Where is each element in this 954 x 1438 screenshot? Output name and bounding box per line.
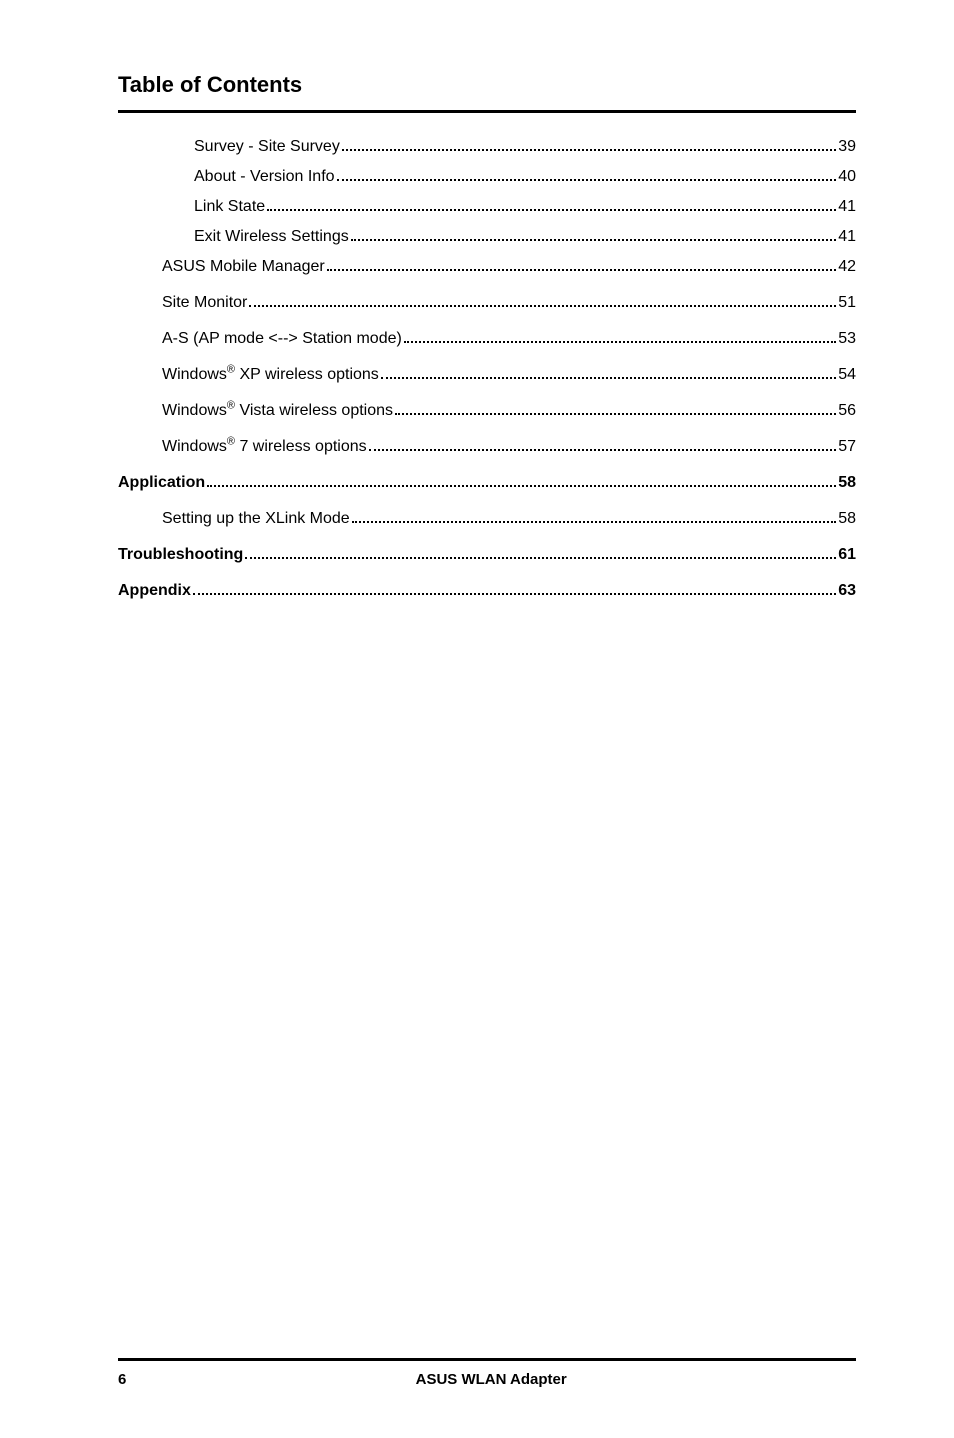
toc-label: Application [118, 475, 205, 491]
footer-title: ASUS WLAN Adapter [126, 1371, 856, 1388]
toc-entry: Windows® Vista wireless options 56 [118, 403, 856, 419]
toc-leader-dots [249, 305, 836, 307]
toc-page-number: 39 [838, 139, 856, 155]
toc-page-number: 54 [838, 367, 856, 383]
toc-entry: Windows® 7 wireless options 57 [118, 439, 856, 455]
footer: 6 ASUS WLAN Adapter [118, 1358, 856, 1388]
toc-label: A-S (AP mode <--> Station mode) [162, 331, 402, 347]
toc-page-number: 63 [838, 583, 856, 599]
toc-page-number: 51 [838, 295, 856, 311]
toc-label: About - Version Info [194, 169, 335, 185]
toc-entry: Site Monitor 51 [118, 295, 856, 311]
toc-entry: Windows® XP wireless options 54 [118, 367, 856, 383]
toc-leader-dots [327, 269, 836, 271]
toc-label: Exit Wireless Settings [194, 229, 349, 245]
toc-page-number: 41 [838, 199, 856, 215]
toc-leader-dots [267, 209, 836, 211]
footer-row: 6 ASUS WLAN Adapter [118, 1371, 856, 1388]
toc-leader-dots [352, 521, 837, 523]
toc-label: Link State [194, 199, 265, 215]
toc-entry: Appendix 63 [118, 583, 856, 599]
page-title: Table of Contents [118, 72, 856, 98]
title-rule [118, 110, 856, 113]
toc-page-number: 40 [838, 169, 856, 185]
toc-label: Site Monitor [162, 295, 247, 311]
registered-symbol: ® [227, 364, 235, 376]
toc-entry: Exit Wireless Settings 41 [118, 229, 856, 245]
toc-leader-dots [342, 149, 836, 151]
toc-leader-dots [245, 557, 836, 559]
toc-container: Survey - Site Survey 39 About - Version In… [118, 139, 856, 599]
toc-page-number: 58 [838, 511, 856, 527]
toc-leader-dots [207, 485, 836, 487]
toc-leader-dots [351, 239, 836, 241]
toc-page-number: 57 [838, 439, 856, 455]
toc-entry: Link State 41 [118, 199, 856, 215]
toc-label: Setting up the XLink Mode [162, 511, 350, 527]
toc-label: Windows® Vista wireless options [162, 403, 393, 419]
toc-label: ASUS Mobile Manager [162, 259, 325, 275]
toc-page-number: 58 [838, 475, 856, 491]
toc-entry: Survey - Site Survey 39 [118, 139, 856, 155]
registered-symbol: ® [227, 436, 235, 448]
toc-entry: Application 58 [118, 475, 856, 491]
toc-entry: ASUS Mobile Manager 42 [118, 259, 856, 275]
footer-page-number: 6 [118, 1371, 126, 1388]
toc-entry: A-S (AP mode <--> Station mode) 53 [118, 331, 856, 347]
toc-leader-dots [395, 413, 836, 415]
toc-leader-dots [337, 179, 837, 181]
toc-label: Appendix [118, 583, 191, 599]
toc-entry: Setting up the XLink Mode 58 [118, 511, 856, 527]
toc-entry: About - Version Info 40 [118, 169, 856, 185]
toc-page-number: 61 [838, 547, 856, 563]
footer-rule [118, 1358, 856, 1361]
toc-page-number: 53 [838, 331, 856, 347]
toc-leader-dots [381, 377, 836, 379]
toc-page-number: 42 [838, 259, 856, 275]
toc-leader-dots [369, 449, 837, 451]
toc-label: Windows® 7 wireless options [162, 439, 367, 455]
toc-leader-dots [404, 341, 836, 343]
toc-leader-dots [193, 593, 836, 595]
toc-label: Survey - Site Survey [194, 139, 340, 155]
toc-label: Troubleshooting [118, 547, 243, 563]
toc-page-number: 56 [838, 403, 856, 419]
toc-entry: Troubleshooting 61 [118, 547, 856, 563]
registered-symbol: ® [227, 400, 235, 412]
toc-label: Windows® XP wireless options [162, 367, 379, 383]
toc-page-number: 41 [838, 229, 856, 245]
